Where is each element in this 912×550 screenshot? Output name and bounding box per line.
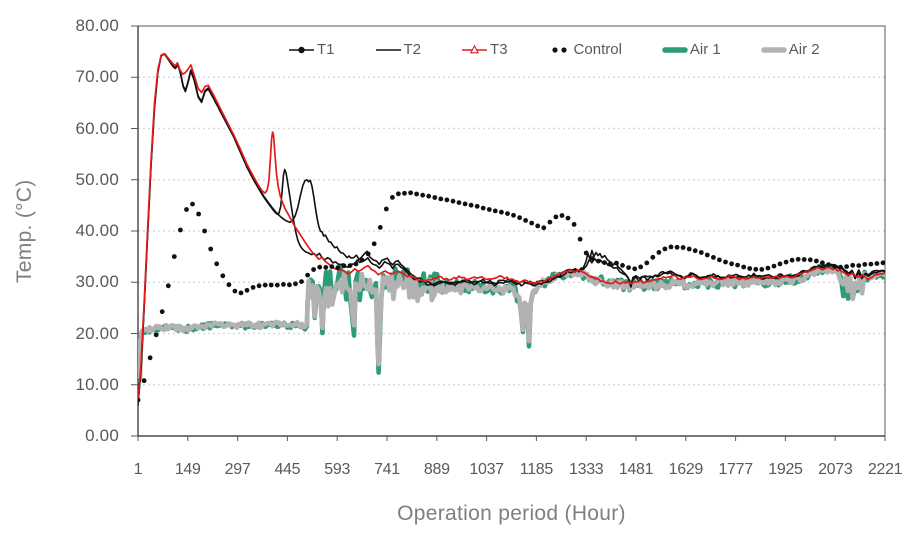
y-tick-label: 60.00 (75, 118, 119, 138)
x-tick-label: 889 (423, 461, 450, 478)
x-tick-label: 1777 (718, 461, 753, 478)
x-axis-title: Operation period (Hour) (397, 502, 626, 525)
legend-item-t3: T3 (461, 41, 508, 58)
x-tick-label: 2073 (818, 461, 853, 478)
legend-label-air1: Air 1 (689, 41, 721, 58)
y-axis-tick-labels: 80.00 70.00 60.00 50.00 40.00 30.00 20.0… (0, 17, 138, 445)
series-control-dots (138, 190, 885, 403)
legend-item-control: Control (548, 41, 622, 58)
legend-label-t2: T2 (403, 41, 422, 58)
x-tick-label: 1629 (668, 461, 704, 478)
x-tick-label: 593 (324, 461, 351, 478)
chart-legend: T1 T2 T3 Control Air 1 (288, 41, 820, 58)
x-tick-label: 1481 (618, 461, 654, 478)
x-tick-label: 1 (133, 461, 143, 478)
legend-label-t1: T1 (317, 41, 335, 58)
y-tick-label: 70.00 (75, 67, 119, 87)
y-tick-label: 20.00 (75, 323, 119, 343)
series-t3 (138, 52, 885, 404)
series-t2 (138, 53, 885, 407)
air1-thick-line-marker-icon (662, 46, 688, 53)
series-t1 (138, 52, 885, 405)
x-tick-label: 1185 (519, 461, 554, 478)
x-tick-label: 2221 (867, 461, 903, 478)
y-tick-label: 0.00 (85, 426, 119, 445)
x-tick-label: 741 (374, 461, 400, 478)
t3-line-triangle-marker-icon (462, 44, 488, 53)
x-tick-label: 1333 (569, 461, 604, 478)
legend-label-air2: Air 2 (788, 41, 820, 58)
legend-item-air1: Air 1 (662, 41, 721, 58)
y-tick-label: 80.00 (75, 16, 119, 35)
x-axis-tick-labels: 1 149 297 445 593 741 889 1037 1185 1333… (113, 461, 910, 479)
legend-item-air2: Air 2 (761, 41, 820, 58)
y-tick-label: 10.00 (75, 374, 119, 394)
x-tick-label: 1925 (768, 461, 803, 478)
legend-label-t3: T3 (490, 41, 508, 58)
plot-border (137, 25, 886, 437)
y-tick-label: 50.00 (75, 169, 119, 189)
air2-thick-line-marker-icon (761, 46, 787, 53)
x-tick-label: 297 (224, 461, 251, 478)
y-tick-label: 30.00 (75, 272, 119, 292)
t1-line-circle-marker-icon (289, 46, 314, 53)
x-tick-label: 1037 (469, 461, 504, 478)
x-tick-label: 445 (274, 461, 301, 478)
legend-item-t2: T2 (375, 41, 422, 58)
t2-line-marker-icon (375, 48, 401, 51)
legend-label-control: Control (573, 41, 622, 58)
y-tick-label: 40.00 (75, 221, 119, 240)
series-air-2 (138, 265, 885, 380)
legend-item-t1: T1 (288, 41, 335, 58)
control-dots-marker-icon (551, 46, 567, 53)
x-tick-label: 149 (174, 461, 201, 478)
